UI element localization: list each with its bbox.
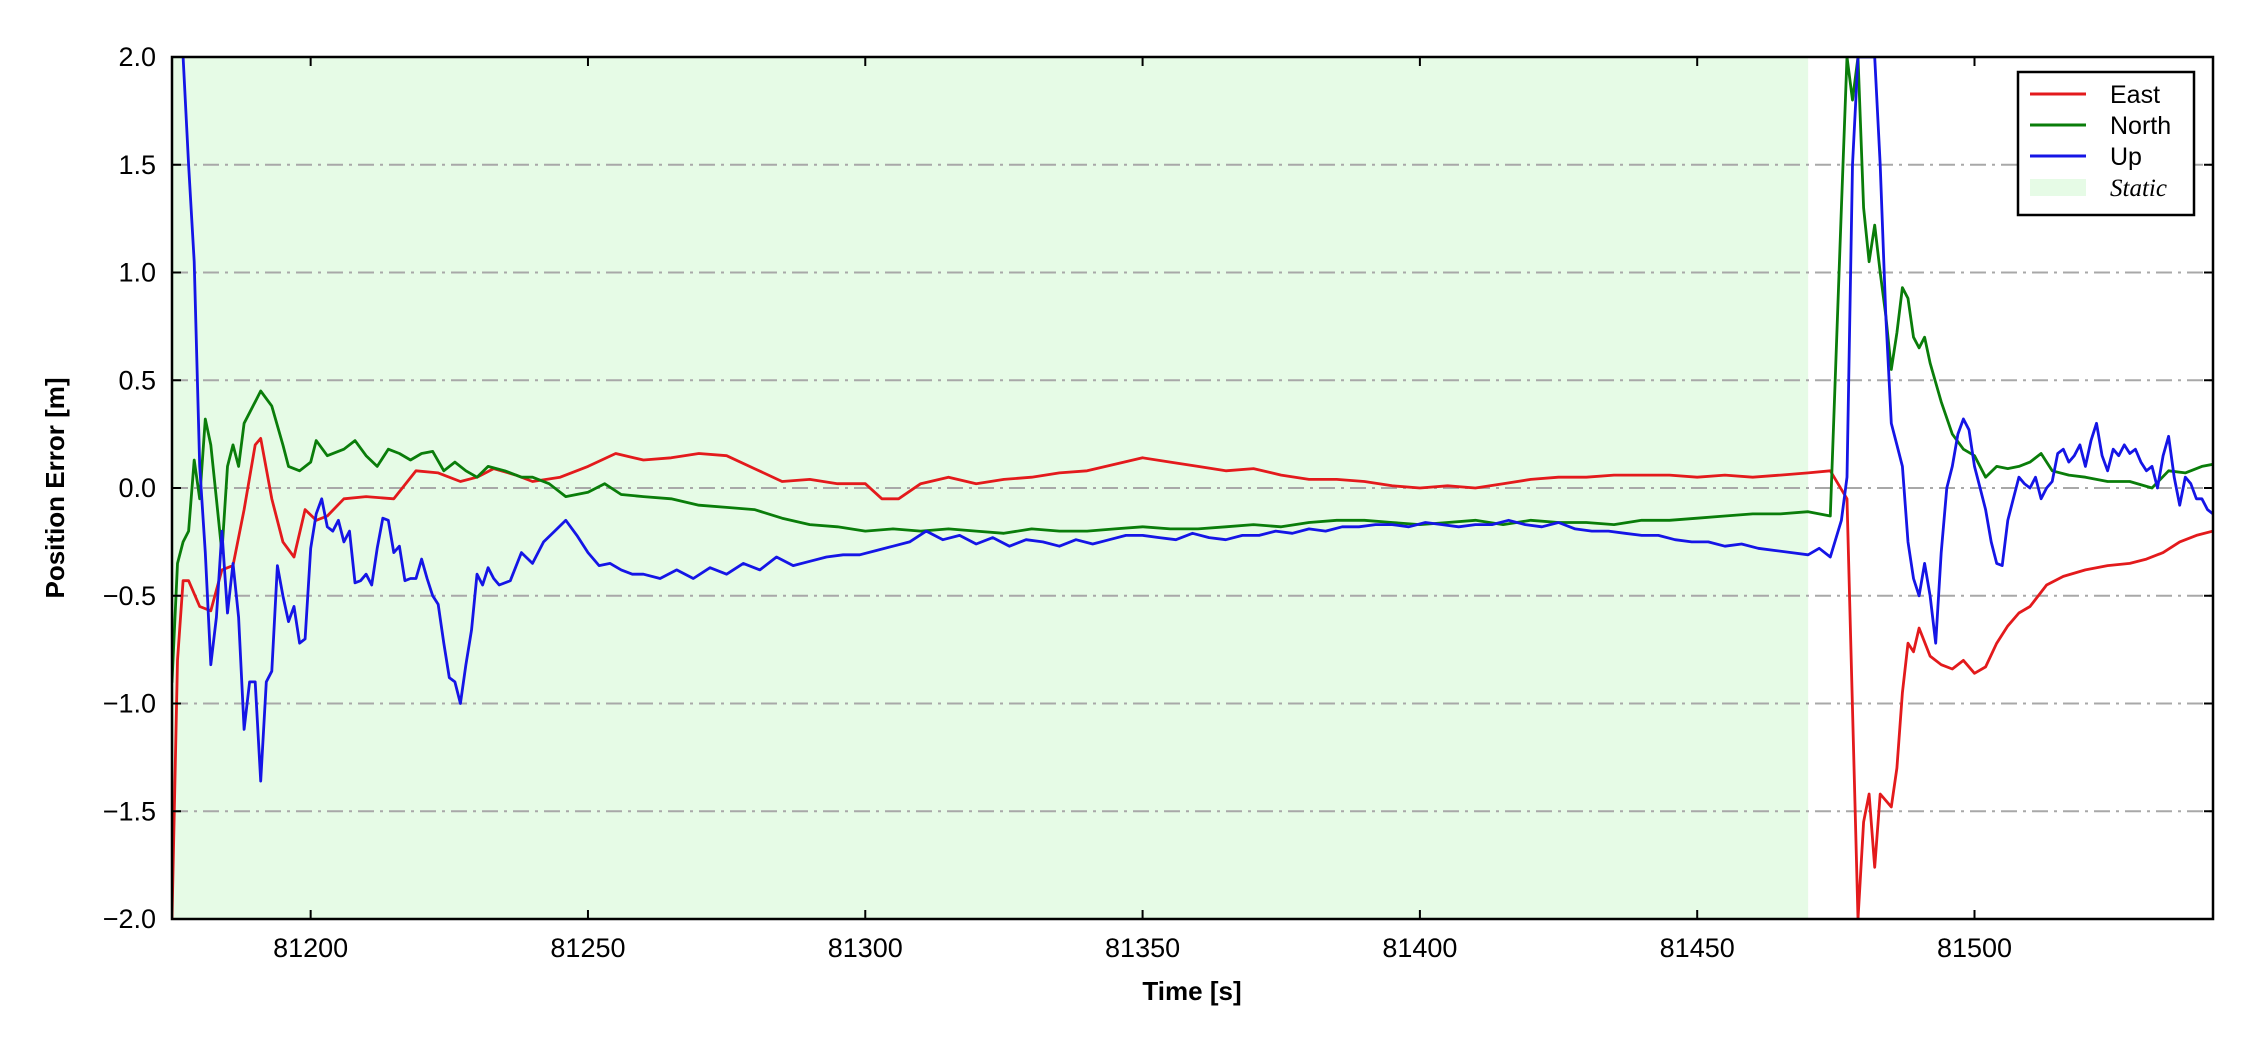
legend: East North Up Static <box>2016 70 2196 217</box>
y-axis-label: Position Error [m] <box>40 377 70 598</box>
x-axis-label: Time [s] <box>1142 976 1241 1006</box>
legend-item-up: Up <box>2030 143 2142 171</box>
series-line-north <box>172 57 2213 684</box>
series-layer <box>172 57 2213 919</box>
x-tick-label: 81500 <box>1937 933 2012 963</box>
x-tick-label: 81400 <box>1382 933 1457 963</box>
legend-label: North <box>2110 112 2171 140</box>
x-tick-label: 81350 <box>1105 933 1180 963</box>
legend-label: Up <box>2110 143 2142 171</box>
x-tick-label: 81250 <box>550 933 625 963</box>
x-tick-label: 81300 <box>828 933 903 963</box>
y-tick-label: −0.5 <box>103 581 156 611</box>
x-tick-label: 81450 <box>1660 933 1735 963</box>
y-axis: −2.0 −1.5 −1.0 −0.5 0.0 0.5 1.0 1.5 2.0 <box>103 42 2213 934</box>
series-line-up <box>181 57 2213 783</box>
y-tick-label: 0.5 <box>118 365 156 395</box>
y-tick-label: 1.0 <box>118 258 156 288</box>
y-tick-label: 1.5 <box>118 150 156 180</box>
legend-label: Static <box>2110 175 2167 202</box>
y-tick-label: −2.0 <box>103 904 156 934</box>
x-axis: 81200 81250 81300 81350 81400 81450 81500 <box>273 57 2012 963</box>
y-tick-label: 0.0 <box>118 473 156 503</box>
y-tick-label: −1.5 <box>103 796 156 826</box>
y-tick-label: −1.0 <box>103 689 156 719</box>
y-tick-label: 2.0 <box>118 42 156 72</box>
x-tick-label: 81200 <box>273 933 348 963</box>
legend-label: East <box>2110 81 2160 109</box>
legend-item-north: North <box>2030 112 2171 140</box>
legend-item-static: Static <box>2030 175 2167 202</box>
legend-item-east: East <box>2030 81 2160 109</box>
legend-swatch <box>2030 179 2086 196</box>
series-line-east <box>172 436 2213 919</box>
